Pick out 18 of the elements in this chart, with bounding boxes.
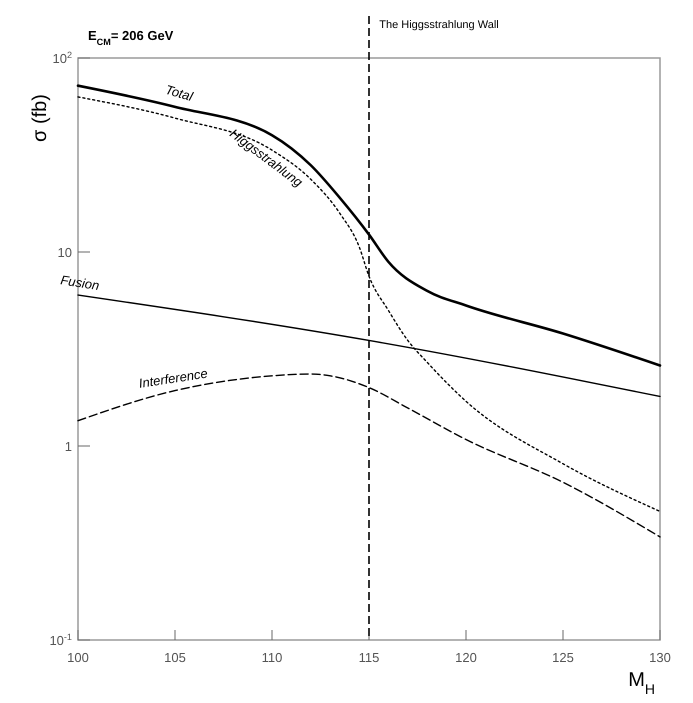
y-tick-label: 10: [58, 245, 72, 260]
x-tick-label: 100: [67, 650, 89, 665]
x-tick-label: 130: [649, 650, 671, 665]
chart-title: E$_{CM}$= 206 GeV: [88, 28, 174, 47]
text: Total: [164, 82, 196, 104]
text: Interference: [138, 366, 209, 391]
y-tick-label: 10$^{-1}$: [49, 632, 72, 648]
x-tick-label: 115: [358, 650, 380, 665]
y-axis-title: σ (fb): [29, 94, 51, 142]
x-tick-label: 105: [164, 650, 186, 665]
text: Fusion: [59, 272, 100, 294]
x-axis-title: M$_{H}$: [628, 669, 655, 697]
x-tick-label: 120: [455, 650, 477, 665]
x-tick-label: 125: [552, 650, 574, 665]
ref-line-label: The Higgsstrahlung Wall: [379, 19, 499, 31]
y-tick-label: 1: [64, 439, 72, 454]
x-tick-label: 110: [262, 650, 282, 665]
y-tick-label: 10$^{2}$: [52, 50, 72, 66]
